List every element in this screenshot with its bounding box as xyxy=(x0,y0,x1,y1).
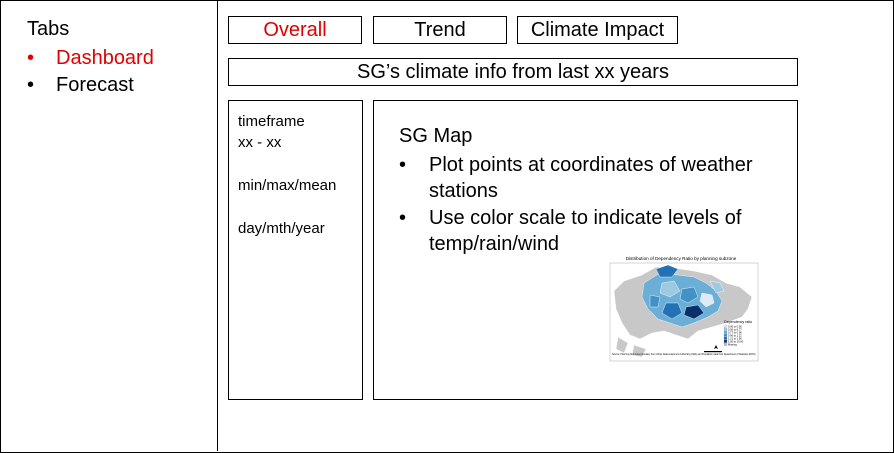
map-panel: SG Map Plot points at coordinates of wea… xyxy=(373,100,798,400)
sidebar-item-forecast[interactable]: Forecast xyxy=(27,72,154,99)
tab-climate-impact[interactable]: Climate Impact xyxy=(517,16,678,44)
stat-selector[interactable]: min/max/mean xyxy=(238,177,337,194)
thumbnail-title: Distribution of Dependency Ratio by plan… xyxy=(626,256,737,261)
sidebar-title: Tabs xyxy=(27,18,70,40)
map-thumbnail: Distribution of Dependency Ratio by plan… xyxy=(594,253,768,369)
svg-text:0.56 to 0.77: 0.56 to 0.77 xyxy=(728,327,742,331)
map-title: SG Map xyxy=(399,125,473,147)
north-arrow-icon xyxy=(714,345,718,349)
map-notes: Plot points at coordinates of weather st… xyxy=(399,152,789,258)
timeframe-selector[interactable]: xx - xx xyxy=(238,134,282,151)
thumbnail-legend-title: Dependency ratio xyxy=(724,320,752,324)
svg-text:0.77 to 0.96: 0.77 to 0.96 xyxy=(728,330,742,334)
svg-text:1.21 to 1.56: 1.21 to 1.56 xyxy=(728,336,742,340)
svg-text:1.56 to 19.00: 1.56 to 19.00 xyxy=(728,339,744,343)
svg-text:0.00 to 0.56: 0.00 to 0.56 xyxy=(728,324,742,328)
sidebar: Tabs Dashboard Forecast xyxy=(0,0,218,451)
tab-trend[interactable]: Trend xyxy=(373,16,507,44)
sidebar-item-dashboard[interactable]: Dashboard xyxy=(27,45,154,72)
sidebar-list: Dashboard Forecast xyxy=(27,45,154,99)
svg-text:Missing: Missing xyxy=(728,342,737,346)
svg-text:0.96 to 1.21: 0.96 to 1.21 xyxy=(728,333,742,337)
map-note-item: Use color scale to indicate levels of te… xyxy=(399,205,789,257)
timeframe-label: timeframe xyxy=(238,113,305,130)
tab-overall[interactable]: Overall xyxy=(228,16,362,44)
granularity-selector[interactable]: day/mth/year xyxy=(238,220,325,237)
filter-panel: timeframe xx - xx min/max/mean day/mth/y… xyxy=(228,100,363,400)
map-note-item: Plot points at coordinates of weather st… xyxy=(399,152,789,204)
thumbnail-legend: 0.00 to 0.56 0.56 to 0.77 0.77 to 0.96 0… xyxy=(723,324,744,346)
thumbnail-caption: Source: Planning Sub-zone boundary from … xyxy=(612,353,756,356)
page-title: SG’s climate info from last xx years xyxy=(228,58,798,86)
choropleth-map-image: Distribution of Dependency Ratio by plan… xyxy=(609,256,759,362)
